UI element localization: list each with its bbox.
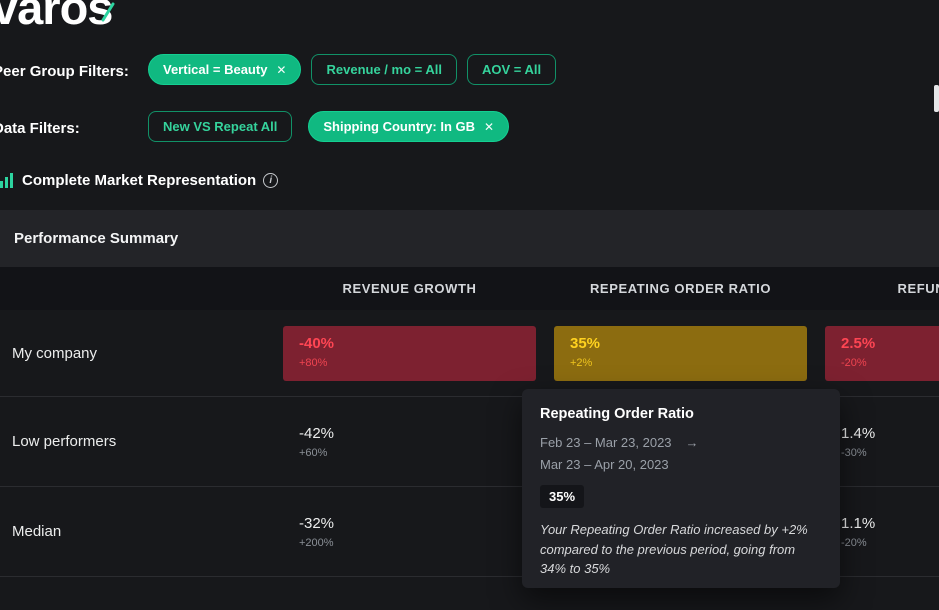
tooltip-description: Your Repeating Order Ratio increased by … (540, 522, 808, 576)
table-row-my-company: My company -40% +80% 35% +2% 2.5% -20% (0, 310, 939, 397)
remove-filter-icon[interactable]: ✕ (276, 62, 287, 77)
logo-chart-icon (101, 2, 115, 22)
remove-filter-icon[interactable]: ✕ (484, 119, 495, 134)
cell-revenue-growth: -32% +200% (283, 515, 536, 549)
metric-value: 2.5% (841, 334, 876, 352)
table-row-low-performers: Low performers -42% +60% 1.4% -30% (0, 397, 939, 487)
metric-tooltip: Repeating Order Ratio Feb 23 – Mar 23, 2… (522, 389, 840, 588)
filter-chip-new-vs-repeat[interactable]: New VS Repeat All (148, 111, 293, 142)
filter-chip-vertical-beauty[interactable]: Vertical = Beauty ✕ (148, 54, 302, 85)
info-icon[interactable]: i (263, 173, 279, 188)
arrow-right-icon: → (685, 435, 699, 450)
filter-chip-aov[interactable]: AOV = All (466, 54, 557, 85)
cell-refunds-rate: 1.4% -30% (825, 425, 939, 459)
metric-delta: +60% (299, 446, 328, 459)
column-header-revenue-growth: REVENUE GROWTH (342, 281, 477, 296)
tooltip-period-from: Feb 23 – Mar 23, 2023 → (540, 435, 822, 450)
cell-refunds-rate: 1.1% -20% (825, 515, 939, 549)
filter-chip-shipping-country[interactable]: Shipping Country: In GB ✕ (308, 111, 510, 142)
scrollbar-thumb[interactable] (934, 85, 939, 112)
metric-value: 1.1% (841, 514, 876, 532)
chip-label: Vertical = Beauty (163, 62, 268, 77)
cell-revenue-growth: -42% +60% (283, 425, 536, 459)
column-header-refunds-rate: REFUNDS RATE (897, 281, 939, 296)
row-label: My company (12, 344, 98, 362)
chip-label: New VS Repeat All (163, 119, 278, 134)
period-from-text: Feb 23 – Mar 23, 2023 (540, 435, 672, 450)
chart-icon (0, 173, 13, 188)
tooltip-value-badge: 35% (540, 485, 585, 508)
tooltip-title: Repeating Order Ratio (540, 406, 694, 422)
data-filters-label: Data Filters: (0, 120, 80, 137)
column-header-repeating-order-ratio: REPEATING ORDER RATIO (589, 281, 772, 296)
metric-delta: -30% (841, 446, 867, 459)
varos-logo[interactable]: varos (0, 0, 113, 35)
metric-delta: +2% (570, 356, 593, 369)
chip-label: Revenue / mo = All (326, 62, 442, 77)
table-header: REVENUE GROWTH REPEATING ORDER RATIO REF… (0, 267, 939, 310)
tooltip-period-to: Mar 23 – Apr 20, 2023 (540, 457, 669, 472)
metric-value: 35% (570, 334, 601, 352)
peer-group-filter-chips: Vertical = Beauty ✕ Revenue / mo = All A… (148, 54, 557, 85)
market-representation-label: Complete Market Representation (22, 172, 257, 189)
chip-label: AOV = All (481, 62, 542, 77)
performance-summary-header: Performance Summary (0, 210, 939, 267)
data-filter-chips: New VS Repeat All Shipping Country: In G… (148, 111, 510, 142)
metric-delta: +200% (299, 536, 334, 549)
metric-box-warning: 35% +2% (554, 325, 807, 381)
metric-delta: -20% (841, 356, 867, 369)
metric-value: 1.4% (841, 424, 876, 442)
metric-value: -42% (299, 424, 335, 442)
market-representation: Complete Market Representation i (0, 172, 279, 189)
metric-value: -32% (299, 514, 335, 532)
peer-group-filters-label: Peer Group Filters: (0, 63, 129, 80)
performance-table-body: My company -40% +80% 35% +2% 2.5% -20% (0, 310, 939, 610)
metric-value: -40% (299, 334, 335, 352)
metric-delta: -20% (841, 536, 867, 549)
chip-label: Shipping Country: In GB (323, 119, 476, 134)
logo-text: varos (0, 0, 113, 34)
cell-repeating-order-ratio[interactable]: 35% +2% (554, 325, 807, 381)
filter-chip-revenue-mo[interactable]: Revenue / mo = All (311, 54, 457, 85)
performance-summary-title: Performance Summary (14, 230, 179, 247)
row-label: Median (12, 523, 62, 540)
row-label: Low performers (12, 433, 117, 450)
metric-delta: +80% (299, 356, 328, 369)
cell-refunds-rate[interactable]: 2.5% -20% (825, 325, 939, 381)
metric-box-negative: 2.5% -20% (825, 325, 939, 381)
metric-box-negative: -40% +80% (283, 325, 536, 381)
cell-revenue-growth[interactable]: -40% +80% (283, 325, 536, 381)
table-row-median: Median -32% +200% 1.1% -20% (0, 487, 939, 577)
